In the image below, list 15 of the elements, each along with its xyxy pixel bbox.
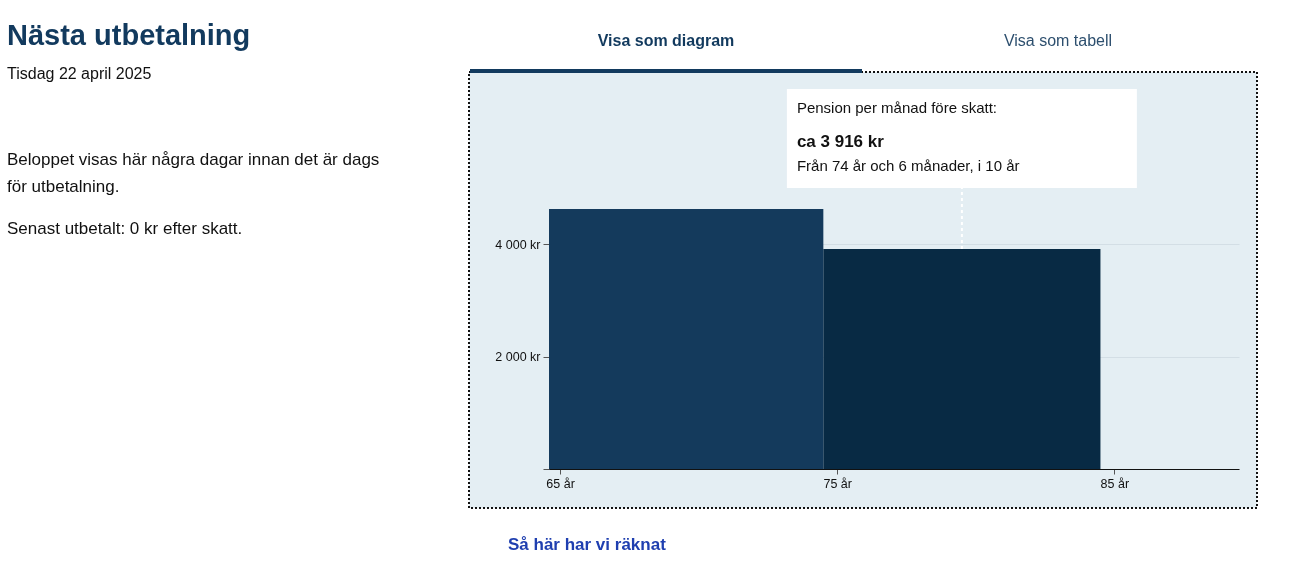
text: ca 3 916 kr	[796, 132, 885, 151]
y-tick-label: 2 000 kr	[495, 350, 541, 365]
y-tick-label: 4 000 kr	[495, 237, 541, 252]
text: Senast utbetalt: 0 kr efter skatt.	[7, 219, 243, 238]
text: Visa som diagram	[597, 32, 735, 49]
text: Tisdag 22 april 2025	[7, 65, 152, 82]
text: Pension per månad före skatt:	[796, 99, 998, 116]
x-tick-label: 85 år	[1100, 476, 1130, 491]
text: Beloppet visas här några dagar innan det är dags för utbetalning.	[7, 150, 380, 196]
x-tick-label: 65 år	[546, 476, 575, 491]
text: Visa som tabell	[1003, 32, 1113, 49]
x-tick-label: 75 år	[823, 476, 852, 491]
text: Nästa utbetalning	[7, 19, 251, 51]
text: Så här har vi räknat	[508, 535, 667, 554]
annotation: Från 74 år och 6 månader, i 10 år	[796, 157, 1020, 174]
